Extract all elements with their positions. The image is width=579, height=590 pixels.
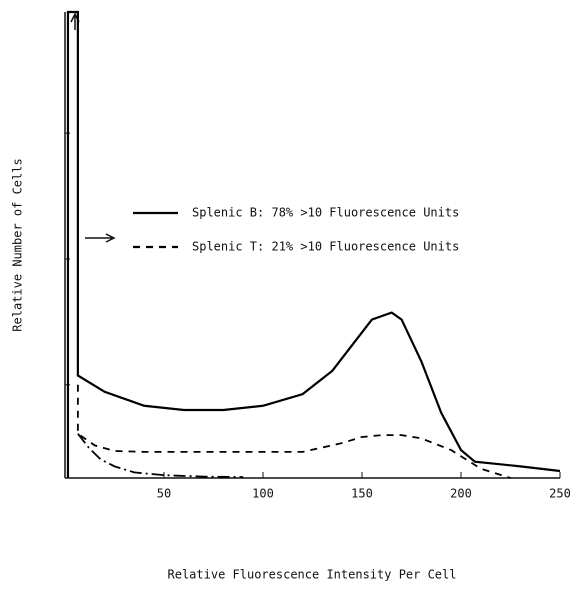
- legend-label: Splenic B: 78% >10 Fluorescence Units: [192, 206, 459, 220]
- data-line: [77, 433, 244, 478]
- pointer-arrow: [85, 233, 116, 243]
- legend-label: Splenic T: 21% >10 Fluorescence Units: [192, 240, 459, 254]
- data-line: [76, 384, 511, 479]
- y-axis-label: Relative Number of Cells: [11, 158, 25, 331]
- x-tick-label: 250: [549, 487, 571, 501]
- x-tick-label: 150: [351, 487, 373, 501]
- x-tick-label: 100: [252, 487, 274, 501]
- x-tick-label: 200: [450, 487, 472, 501]
- x-axis-label: Relative Fluorescence Intensity Per Cell: [168, 568, 457, 582]
- data-line: [66, 10, 561, 478]
- x-tick-label: 50: [157, 487, 171, 501]
